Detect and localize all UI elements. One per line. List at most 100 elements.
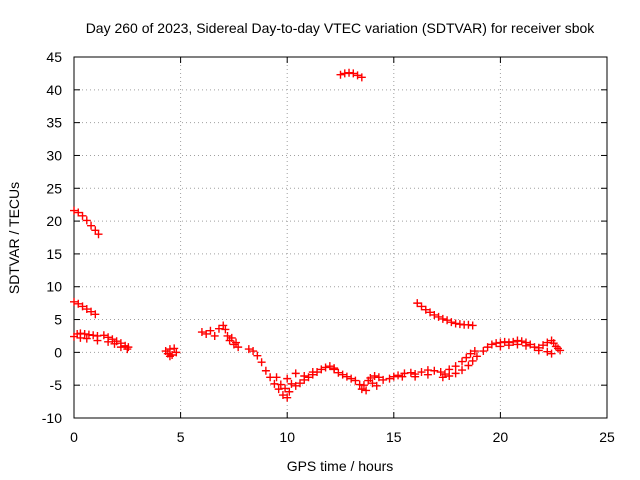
data-point xyxy=(513,340,522,349)
data-point xyxy=(76,333,85,342)
data-point xyxy=(91,310,100,319)
data-point xyxy=(430,366,439,375)
data-point xyxy=(87,307,96,316)
series-arc-early-2 xyxy=(99,331,133,354)
data-point xyxy=(458,357,467,366)
y-tick-label: 30 xyxy=(46,147,62,163)
data-point xyxy=(321,363,330,372)
data-point xyxy=(206,326,215,335)
data-point xyxy=(423,370,432,379)
data-point xyxy=(379,375,388,384)
data-point xyxy=(445,365,454,374)
series-arc-7h xyxy=(197,321,243,352)
data-point xyxy=(347,374,356,383)
data-point xyxy=(547,349,556,358)
data-point xyxy=(249,347,258,356)
data-point xyxy=(430,310,439,319)
data-point xyxy=(479,347,488,356)
data-point xyxy=(70,297,78,306)
data-point xyxy=(496,342,505,351)
data-point xyxy=(411,372,420,381)
x-tick-label: 0 xyxy=(70,429,78,445)
data-point xyxy=(295,379,304,388)
chart-title: Day 260 of 2023, Sidereal Day-to-day VTE… xyxy=(86,20,596,36)
y-tick-label: 10 xyxy=(46,279,62,295)
data-point xyxy=(366,373,375,382)
data-point xyxy=(362,386,371,395)
data-point xyxy=(253,351,262,360)
series-arc-14h-17h xyxy=(379,366,449,384)
data-point xyxy=(421,305,430,314)
data-point xyxy=(451,369,460,378)
y-tick-label: 35 xyxy=(46,115,62,131)
data-point xyxy=(385,374,394,383)
data-point xyxy=(483,343,492,352)
data-point xyxy=(338,370,347,379)
data-point xyxy=(357,73,366,82)
data-point xyxy=(287,379,296,388)
data-point xyxy=(436,368,445,377)
series-arc-19h-22h xyxy=(479,336,543,356)
y-tick-label: 40 xyxy=(46,82,62,98)
x-tick-label: 5 xyxy=(177,429,185,445)
data-point xyxy=(74,299,83,308)
data-point xyxy=(517,337,526,346)
data-point xyxy=(330,365,339,374)
data-point xyxy=(434,312,443,321)
data-point xyxy=(534,343,543,352)
data-point xyxy=(394,371,403,380)
y-tick-label: 25 xyxy=(46,180,62,196)
data-point xyxy=(556,346,565,355)
series-arc-early-1 xyxy=(70,329,102,345)
data-point xyxy=(234,343,243,352)
y-tick-label: -5 xyxy=(50,377,63,393)
data-point xyxy=(281,384,290,393)
data-point xyxy=(417,302,426,311)
data-point xyxy=(438,373,447,382)
data-point xyxy=(539,341,548,350)
grid xyxy=(74,57,607,418)
y-tick-label: 5 xyxy=(54,312,62,328)
data-point xyxy=(70,206,78,215)
data-point xyxy=(342,372,351,381)
data-point xyxy=(291,369,300,378)
data-point xyxy=(172,348,181,357)
data-point xyxy=(110,339,119,348)
data-points xyxy=(70,68,565,402)
series-arc-12h-14h xyxy=(330,365,383,395)
data-point xyxy=(244,345,253,354)
data-point xyxy=(165,352,174,361)
data-point xyxy=(417,368,426,377)
data-point xyxy=(526,340,535,349)
data-point xyxy=(202,329,211,338)
data-point xyxy=(78,211,87,220)
data-point xyxy=(468,321,477,330)
data-point xyxy=(300,371,309,380)
data-point xyxy=(304,373,313,382)
data-point xyxy=(464,361,473,370)
y-axis-label: SDTVAR / TECUs xyxy=(6,182,22,294)
axis-ticks: 0 5 10 15 20 25 -10 -5 0 5 10 15 20 25 30 35 40 45 xyxy=(42,49,615,445)
data-point xyxy=(308,368,317,377)
data-point xyxy=(504,341,513,350)
data-point xyxy=(317,365,326,374)
data-point xyxy=(223,331,232,340)
data-point xyxy=(108,335,117,344)
data-point xyxy=(87,221,96,230)
data-point xyxy=(351,376,360,385)
data-point xyxy=(374,373,383,382)
data-point xyxy=(443,316,452,325)
data-point xyxy=(116,343,125,352)
data-point xyxy=(210,331,219,340)
data-point xyxy=(472,352,481,361)
data-point xyxy=(104,337,113,346)
data-point xyxy=(272,373,281,382)
data-point xyxy=(521,341,530,350)
data-point xyxy=(278,391,287,400)
data-point xyxy=(349,69,358,78)
x-axis-label: GPS time / hours xyxy=(287,458,394,474)
plot-frame xyxy=(73,56,608,419)
data-point xyxy=(389,372,398,381)
data-point xyxy=(261,366,270,375)
